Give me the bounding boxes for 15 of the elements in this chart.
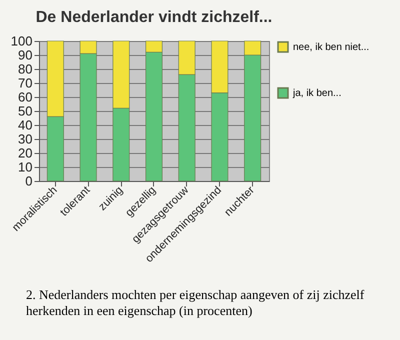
legend-label: ja, ik ben... (292, 88, 342, 99)
y-tick-label: 30 (18, 132, 32, 146)
y-tick-label: 0 (25, 174, 32, 188)
y-tick-label: 50 (18, 104, 32, 118)
text: 2. Nederlanders mochten per eigenschap aangeven of zij zichzelf herkenden in een eigenschap (in procenten) (26, 287, 366, 318)
y-tick-label: 90 (18, 48, 32, 62)
chart-title: De Nederlander vindt zichzelf... (36, 9, 272, 26)
y-tick-label: 100 (10, 34, 32, 48)
y-tick-label: 20 (18, 146, 32, 160)
y-tick-label: 40 (18, 118, 32, 132)
y-tick-label: 70 (18, 76, 32, 90)
y-tick-label: 80 (18, 62, 32, 76)
y-tick-label: 60 (18, 90, 32, 104)
legend-label: nee, ik ben niet... (293, 42, 370, 53)
y-tick-label: 10 (18, 160, 32, 174)
